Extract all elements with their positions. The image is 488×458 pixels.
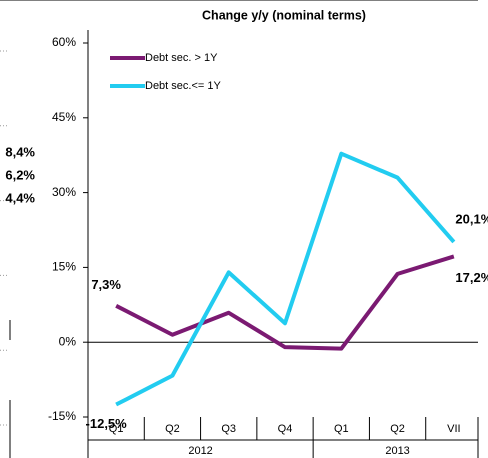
group-label: 2012 bbox=[188, 445, 212, 457]
group-label: 2013 bbox=[385, 445, 409, 457]
data-label: 7,3% bbox=[91, 277, 121, 292]
x-tick-label: Q4 bbox=[278, 423, 293, 435]
data-label: 17,2% bbox=[455, 270, 488, 285]
x-tick-label: Q2 bbox=[390, 423, 405, 435]
chart-title: Change y/y (nominal terms) bbox=[202, 8, 366, 22]
y-tick-label: 60% bbox=[52, 35, 76, 49]
y-tick-label: 45% bbox=[52, 110, 76, 124]
y-tick-label: 15% bbox=[52, 260, 76, 274]
data-label: 20,1% bbox=[455, 211, 488, 226]
series-line bbox=[115, 151, 456, 407]
legend-label: Debt sec.<= 1Y bbox=[145, 80, 221, 92]
series-line bbox=[115, 254, 455, 351]
y-tick-label: 0% bbox=[59, 334, 77, 348]
annotation: 6,2% bbox=[5, 167, 35, 182]
legend-label: Debt sec. > 1Y bbox=[145, 52, 218, 64]
data-label: -12,5% bbox=[86, 416, 128, 431]
x-tick-label: Q1 bbox=[109, 423, 124, 435]
y-tick-label: 30% bbox=[52, 185, 76, 199]
annotation: 4,4% bbox=[5, 190, 35, 205]
x-tick-label: Q2 bbox=[165, 423, 180, 435]
y-tick-label: -15% bbox=[48, 409, 76, 423]
x-tick-label: Q3 bbox=[221, 423, 236, 435]
annotation: 8,4% bbox=[5, 144, 35, 159]
x-tick-label: Q1 bbox=[334, 423, 349, 435]
x-tick-label: VII bbox=[447, 423, 460, 435]
